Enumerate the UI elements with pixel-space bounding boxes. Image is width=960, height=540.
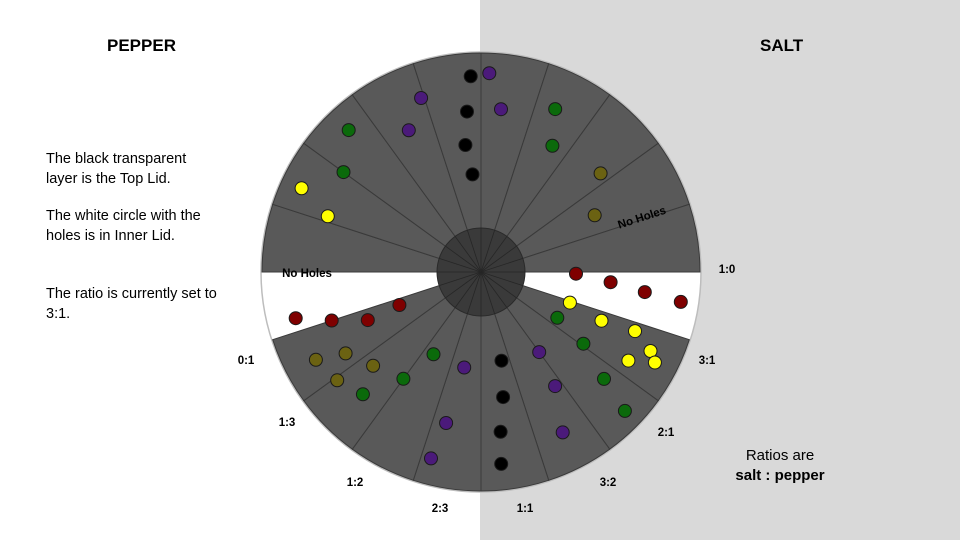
hub-spoke — [445, 245, 482, 273]
green-hole — [355, 387, 370, 402]
purple-hole — [494, 102, 508, 117]
red-hole — [288, 311, 303, 326]
purple-hole — [439, 416, 454, 430]
hub-spoke — [480, 245, 517, 273]
holes — [288, 66, 688, 471]
purple-hole — [457, 360, 472, 375]
purple-hole — [482, 66, 497, 81]
top-lid-sector — [272, 271, 482, 402]
red-hole — [673, 294, 688, 309]
no-holes-label-left: No Holes — [282, 268, 332, 280]
red-hole — [637, 285, 652, 300]
olive-hole — [308, 352, 323, 367]
yellow-hole — [294, 181, 309, 196]
ratio-label: 2:1 — [658, 427, 675, 439]
green-hole — [545, 138, 560, 153]
note-current-ratio: The ratio is currently set to 3:1. — [46, 286, 217, 322]
hub-spoke — [480, 271, 508, 308]
red-hole — [392, 298, 407, 312]
purple-hole — [532, 345, 547, 360]
olive-hole — [338, 346, 353, 361]
green-hole — [617, 403, 632, 418]
yellow-hole — [562, 295, 577, 310]
red-hole — [603, 275, 618, 290]
yellow-hole — [621, 353, 636, 368]
ratio-explanation-line2: salt : pepper — [735, 467, 825, 484]
note-inner-lid: The white circle with the holes is in In… — [46, 208, 201, 244]
green-hole — [336, 165, 351, 180]
ratio-label: 2:3 — [432, 503, 449, 515]
black-hole — [494, 353, 509, 368]
hub-spoke — [480, 230, 495, 273]
green-hole — [550, 310, 565, 325]
ratio-label: 1:0 — [719, 264, 736, 276]
green-hole — [597, 371, 611, 386]
hub-spoke — [439, 271, 482, 286]
green-hole — [576, 336, 591, 351]
hub-spoke — [454, 236, 482, 273]
pepper-heading: PEPPER — [107, 36, 176, 55]
black-hole — [493, 424, 508, 439]
red-hole — [324, 313, 339, 328]
purple-hole — [401, 123, 416, 138]
green-hole — [426, 347, 441, 362]
red-hole — [569, 266, 583, 281]
green-hole — [341, 123, 356, 138]
green-hole — [396, 371, 411, 386]
purple-hole — [555, 425, 570, 440]
hub-spoke — [480, 258, 523, 273]
black-hole — [463, 69, 478, 84]
purple-hole — [414, 91, 429, 105]
black-hole — [496, 390, 511, 405]
center-hub — [436, 227, 526, 317]
salt-heading: SALT — [760, 36, 804, 55]
hub-spoke — [480, 236, 508, 273]
yellow-hole — [628, 324, 642, 339]
hub-spoke — [445, 271, 482, 299]
green-hole — [548, 102, 563, 117]
ratio-label: 0:1 — [238, 355, 255, 367]
hub-spoke — [480, 271, 517, 299]
olive-hole — [587, 208, 602, 223]
hub-spoke — [454, 271, 482, 308]
ratio-label: 3:2 — [600, 477, 617, 489]
yellow-hole — [320, 209, 335, 224]
ratio-label: 1:3 — [279, 417, 296, 429]
red-hole — [360, 313, 375, 328]
hub-spoke — [480, 271, 523, 286]
ratio-label: 3:1 — [699, 355, 716, 367]
olive-hole — [330, 373, 345, 388]
ratio-label: 1:1 — [517, 503, 534, 515]
black-hole — [458, 138, 473, 152]
black-hole — [460, 104, 474, 119]
top-lid-sectors — [261, 52, 701, 492]
ratio-explanation: Ratios are salt : pepper — [700, 446, 860, 486]
yellow-hole — [594, 313, 609, 328]
hub-spoke — [467, 230, 482, 273]
purple-hole — [548, 379, 563, 394]
purple-hole — [424, 451, 438, 466]
hub-spoke — [439, 258, 482, 273]
top-lid-sector — [480, 203, 701, 273]
hub-spoke — [480, 271, 495, 314]
ratio-label: 1:2 — [347, 477, 364, 489]
olive-hole — [593, 166, 608, 181]
hub-spoke — [467, 271, 482, 314]
ratio-explanation-line1: Ratios are — [745, 447, 815, 464]
note-top-lid: The black transparent layer is the Top L… — [46, 151, 187, 187]
black-hole — [494, 456, 509, 471]
black-hole — [465, 167, 480, 182]
olive-hole — [366, 358, 381, 373]
yellow-hole — [647, 355, 662, 370]
